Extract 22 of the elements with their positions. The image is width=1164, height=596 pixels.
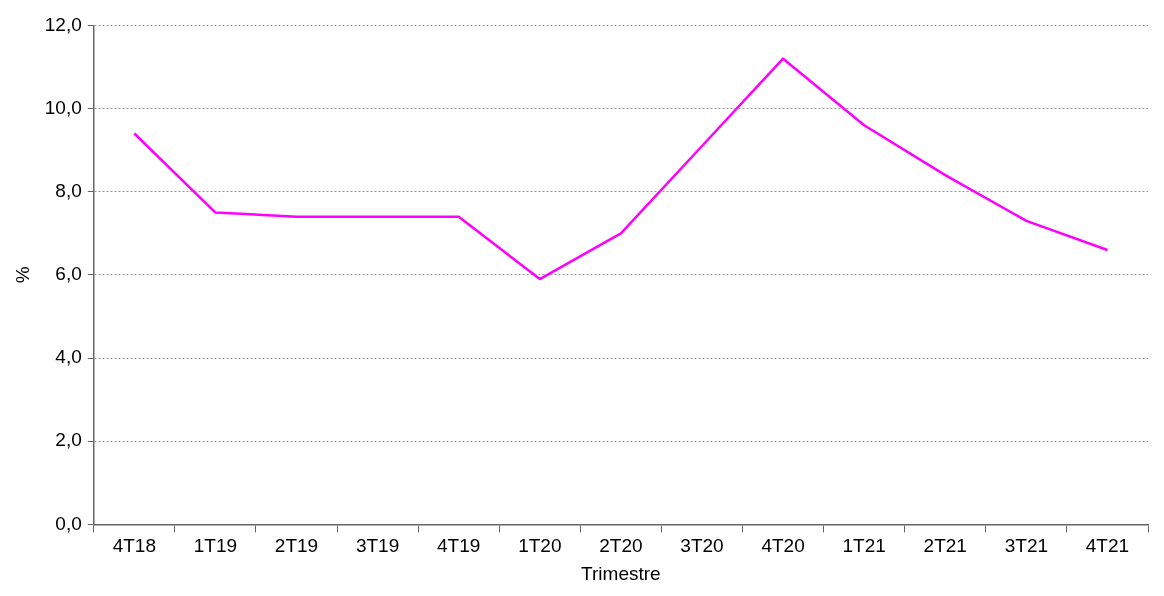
x-tick-label: 1T21 xyxy=(842,535,886,557)
x-tick-label: 4T20 xyxy=(761,535,805,557)
x-tick-label: 4T18 xyxy=(112,535,156,557)
x-tick-label: 2T19 xyxy=(274,535,319,557)
y-tick-label: 12,0 xyxy=(44,13,82,35)
y-tick-label: 4,0 xyxy=(55,346,82,368)
x-tick-label: 3T21 xyxy=(1004,535,1049,557)
x-tick-label: 1T19 xyxy=(193,535,238,557)
x-tick-label: 3T19 xyxy=(355,535,400,557)
y-tick-label: 8,0 xyxy=(55,179,82,201)
x-tick-label: 2T20 xyxy=(599,535,643,557)
x-tick-label: 3T20 xyxy=(680,535,724,557)
x-tick-label: 1T20 xyxy=(518,535,562,557)
x-tick-label: 2T21 xyxy=(923,535,967,557)
y-tick-label: 2,0 xyxy=(55,429,82,451)
y-axis-title: % xyxy=(11,266,33,284)
y-tick-label: 0,0 xyxy=(55,512,82,534)
x-axis-title: Trimestre xyxy=(581,562,661,584)
y-tick-label: 10,0 xyxy=(44,96,82,118)
x-tick-label: 4T19 xyxy=(437,535,481,557)
y-tick-label: 6,0 xyxy=(55,263,82,285)
x-tick-label: 4T21 xyxy=(1085,535,1130,557)
